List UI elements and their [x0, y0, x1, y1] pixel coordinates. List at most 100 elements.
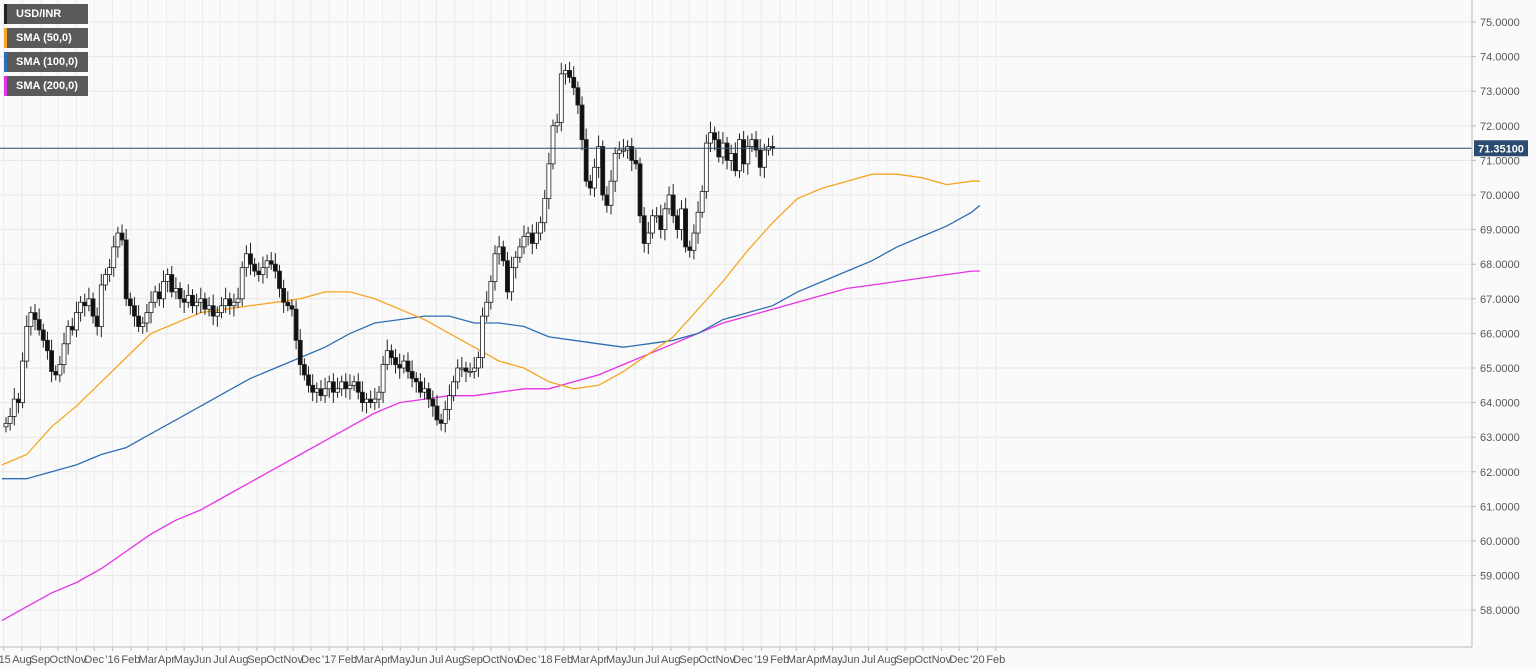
candle-up — [351, 381, 357, 386]
x-tick-label: Jul — [429, 654, 443, 666]
candle-up — [235, 298, 241, 303]
legend-item-sma-200[interactable]: SMA (200,0) — [4, 76, 88, 96]
legend-label: SMA (50,0) — [16, 32, 72, 44]
sma-100-path — [1, 204, 981, 480]
x-tick-label: Sep — [895, 654, 915, 666]
candle-up — [703, 142, 709, 192]
candle-down — [637, 163, 643, 217]
x-tick-label: Oct — [482, 654, 499, 666]
candle-up — [314, 388, 320, 393]
candle-up — [720, 142, 726, 158]
candle-down — [306, 374, 311, 386]
y-tick-label: 61.0000 — [1480, 501, 1520, 513]
candle-up — [380, 364, 386, 393]
candle-up — [525, 232, 531, 237]
candle-up — [645, 232, 651, 244]
candle-up — [471, 367, 477, 372]
candle-up — [422, 388, 427, 393]
legend: USD/INR SMA (50,0) SMA (100,0) SMA (200,… — [4, 4, 88, 96]
x-tick-label: '16 — [105, 654, 119, 666]
candle-up — [115, 232, 121, 248]
candle-down — [388, 350, 394, 359]
candle-down — [45, 339, 50, 352]
legend-item-sma-100[interactable]: SMA (100,0) — [4, 52, 88, 72]
candle-down — [289, 305, 295, 310]
y-tick-label: 73.0000 — [1480, 86, 1520, 98]
candle-up — [550, 125, 556, 165]
candle-down — [505, 260, 510, 293]
candle-down — [529, 232, 535, 244]
candle-up — [264, 260, 270, 269]
x-tick-label: '18 — [538, 654, 552, 666]
y-axis: 58.0000 59.0000 60.0000 61.0000 62.0000 63.00… — [1472, 17, 1520, 617]
candle-down — [272, 263, 278, 272]
candle-up — [728, 153, 734, 161]
candle-down — [633, 159, 639, 165]
candle-down — [600, 146, 606, 196]
candle-down — [277, 270, 282, 289]
candle-up — [173, 288, 179, 293]
y-tick-label: 67.0000 — [1480, 294, 1520, 306]
y-tick-label: 62.0000 — [1480, 467, 1520, 479]
x-tick-label: Nov — [932, 654, 952, 666]
candle-down — [359, 391, 365, 404]
x-tick-label: Jul — [645, 654, 659, 666]
candle-up — [451, 381, 456, 397]
x-tick-label: Feb — [338, 654, 357, 666]
candle-up — [455, 367, 461, 383]
x-tick-label: Mar — [787, 654, 806, 666]
candle-up — [401, 360, 407, 369]
candle-down — [417, 381, 423, 393]
candle-down — [724, 142, 730, 161]
candle-up — [650, 215, 655, 234]
y-tick-label: 66.0000 — [1480, 328, 1520, 340]
candle-up — [239, 267, 245, 300]
x-tick-label: Jun — [194, 654, 212, 666]
candle-up — [347, 384, 353, 390]
y-tick-label: 69.0000 — [1480, 225, 1520, 237]
x-tick-label: '20 — [970, 654, 984, 666]
candle-up — [708, 132, 713, 144]
candle-up — [492, 253, 498, 282]
candle-up — [7, 416, 13, 424]
candle-up — [223, 298, 229, 307]
legend-item-sma-50[interactable]: SMA (50,0) — [4, 28, 88, 48]
candle-up — [384, 350, 390, 365]
candle-up — [231, 301, 237, 307]
candle-down — [310, 384, 316, 393]
candle-up — [476, 357, 481, 369]
y-tick-label: 75.0000 — [1480, 17, 1520, 29]
candle-down — [202, 298, 208, 310]
candle-down — [641, 215, 647, 244]
candle-down — [343, 381, 349, 390]
legend-swatch — [4, 4, 7, 24]
candle-down — [301, 364, 307, 376]
legend-item-usdinr[interactable]: USD/INR — [4, 4, 88, 24]
candle-up — [699, 191, 705, 213]
candle-down — [463, 367, 469, 372]
y-tick-label: 74.0000 — [1480, 52, 1520, 64]
candle-down — [181, 298, 187, 303]
candle-down — [169, 274, 175, 293]
candle-up — [140, 322, 146, 327]
candle-down — [413, 377, 419, 383]
sma-200-path — [1, 270, 980, 622]
x-tick-label: Jun — [842, 654, 860, 666]
sma-50-line — [1, 173, 980, 466]
candle-down — [757, 149, 763, 168]
candle-up — [111, 246, 117, 269]
x-tick-label: Nov — [499, 654, 519, 666]
candle-down — [604, 194, 610, 206]
y-tick-label: 71.0000 — [1480, 155, 1520, 167]
candle-down — [190, 294, 195, 307]
candle-down — [409, 371, 415, 379]
candle-down — [256, 270, 262, 275]
y-tick-label: 64.0000 — [1480, 398, 1520, 410]
x-tick-label: Dec — [517, 654, 537, 666]
x-tick-label: Aug — [445, 654, 465, 666]
candle-down — [94, 315, 100, 327]
plot-background — [0, 0, 1472, 647]
candle-down — [136, 315, 142, 327]
legend-label: SMA (100,0) — [16, 56, 78, 68]
